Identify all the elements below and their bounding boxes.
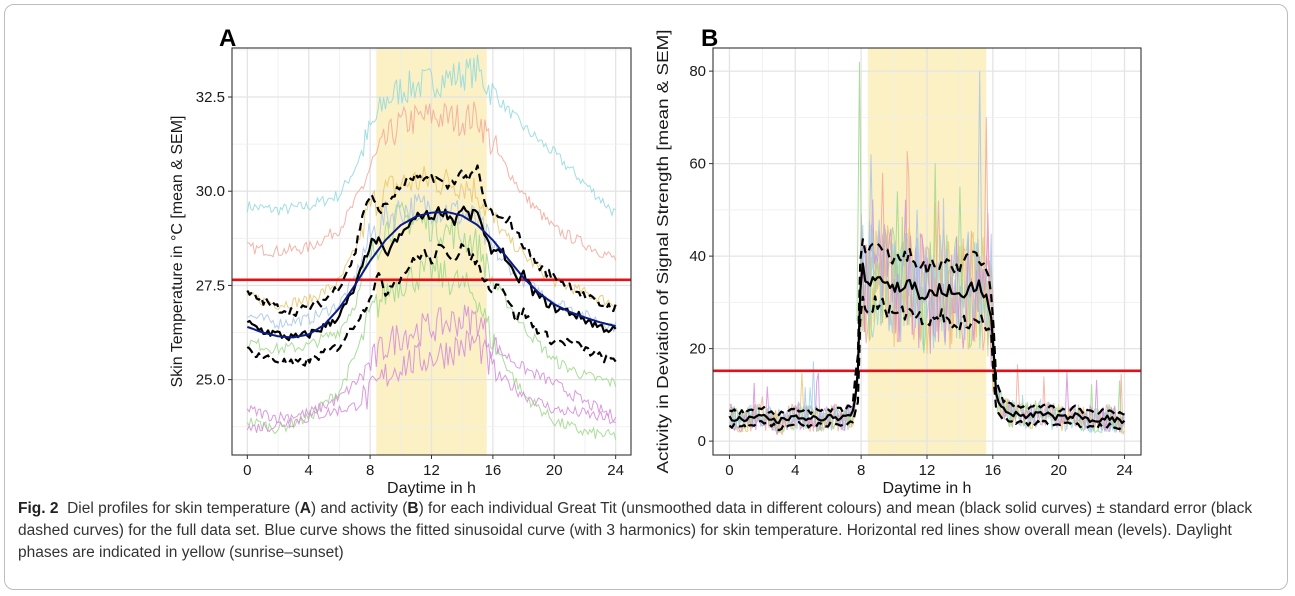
x-tick-label: 20: [1050, 462, 1067, 479]
x-tick-label: 4: [305, 462, 313, 479]
sem-curve: [246, 164, 617, 317]
individual-peak: [957, 186, 963, 298]
fitted-curve: [246, 210, 616, 339]
individual-curve: [729, 151, 1125, 436]
x-tick-label: 24: [1116, 462, 1133, 479]
x-tick-label: 4: [791, 462, 799, 479]
individual-peak: [879, 172, 886, 279]
mean-curve: [246, 205, 617, 342]
caption-ref-a: A: [299, 500, 311, 517]
series-layer: [232, 54, 631, 440]
caption-ref-b: B: [407, 500, 419, 517]
series-layer: [713, 61, 1141, 436]
sem-curve: [246, 243, 617, 367]
x-tick-label: 16: [985, 462, 1002, 479]
individual-curve: [247, 201, 617, 388]
figure-caption: Fig. 2 Diel profiles for skin temperatur…: [18, 498, 1268, 564]
individual-curve: [246, 304, 616, 424]
x-tick-label: 12: [919, 462, 936, 479]
y-tick-label: 60: [689, 156, 706, 173]
x-tick-label: 24: [607, 462, 624, 479]
y-tick-label: 25.0: [196, 372, 225, 389]
y-tick-label: 27.5: [196, 277, 225, 294]
individual-curve: [247, 192, 617, 332]
y-tick-label: 20: [689, 341, 706, 358]
mean-curve: [728, 262, 1126, 425]
panel-letter: B: [701, 25, 718, 52]
individual-peak: [935, 200, 942, 292]
caption-text-2: ) and activity (: [310, 500, 408, 517]
x-axis-label: Daytime in h: [883, 480, 972, 497]
x-tick-label: 0: [243, 462, 251, 479]
sem-curve: [728, 295, 1125, 432]
x-tick-label: 0: [725, 462, 733, 479]
sem-curve: [729, 238, 1125, 418]
x-tick-label: 16: [485, 462, 502, 479]
individual-peak: [856, 61, 863, 321]
x-tick-label: 12: [423, 462, 440, 479]
grid-lines: [713, 48, 1141, 455]
individual-curve: [247, 101, 617, 261]
y-tick-label: 32.5: [196, 89, 225, 106]
individual-curve: [246, 54, 616, 217]
x-axis-label: Daytime in h: [387, 480, 476, 497]
x-tick-label: 20: [546, 462, 563, 479]
y-tick-label: 30.0: [196, 183, 225, 200]
x-tick-label: 8: [366, 462, 374, 479]
figure-label: Fig. 2: [18, 500, 59, 517]
y-axis-label: Activity in Deviation of Signal Strength…: [655, 29, 672, 473]
y-axis-label: Skin Temperature in °C [mean & SEM]: [169, 116, 186, 388]
caption-text-1: Diel profiles for skin temperature (: [67, 500, 300, 517]
individual-peak: [976, 71, 983, 290]
y-tick-label: 0: [698, 433, 706, 450]
individual-peak: [983, 117, 990, 302]
panel-letter: A: [219, 25, 236, 52]
individual-peak: [868, 154, 874, 280]
individual-curve: [246, 329, 617, 433]
panel-a: 0 4 8 12 16 20 24 25.0 27.5 30.0 32.5 Daytime in h S…: [169, 25, 632, 497]
y-tick-label: 40: [689, 248, 706, 265]
grid-lines: [232, 48, 631, 455]
x-tick-label: 8: [857, 462, 865, 479]
panel-b: 0 4 8 12 16 20 24 0 20 40 60 80 Daytime in h Activity…: [655, 25, 1142, 497]
y-tick-label: 80: [689, 63, 706, 80]
individual-curve: [729, 198, 1125, 433]
caption-text-3: ) for each individual Great Tit (unsmoot…: [18, 500, 1253, 561]
figure-plots: 0 4 8 12 16 20 24 25.0 27.5 30.0 32.5 Daytime in h S…: [169, 25, 1142, 497]
